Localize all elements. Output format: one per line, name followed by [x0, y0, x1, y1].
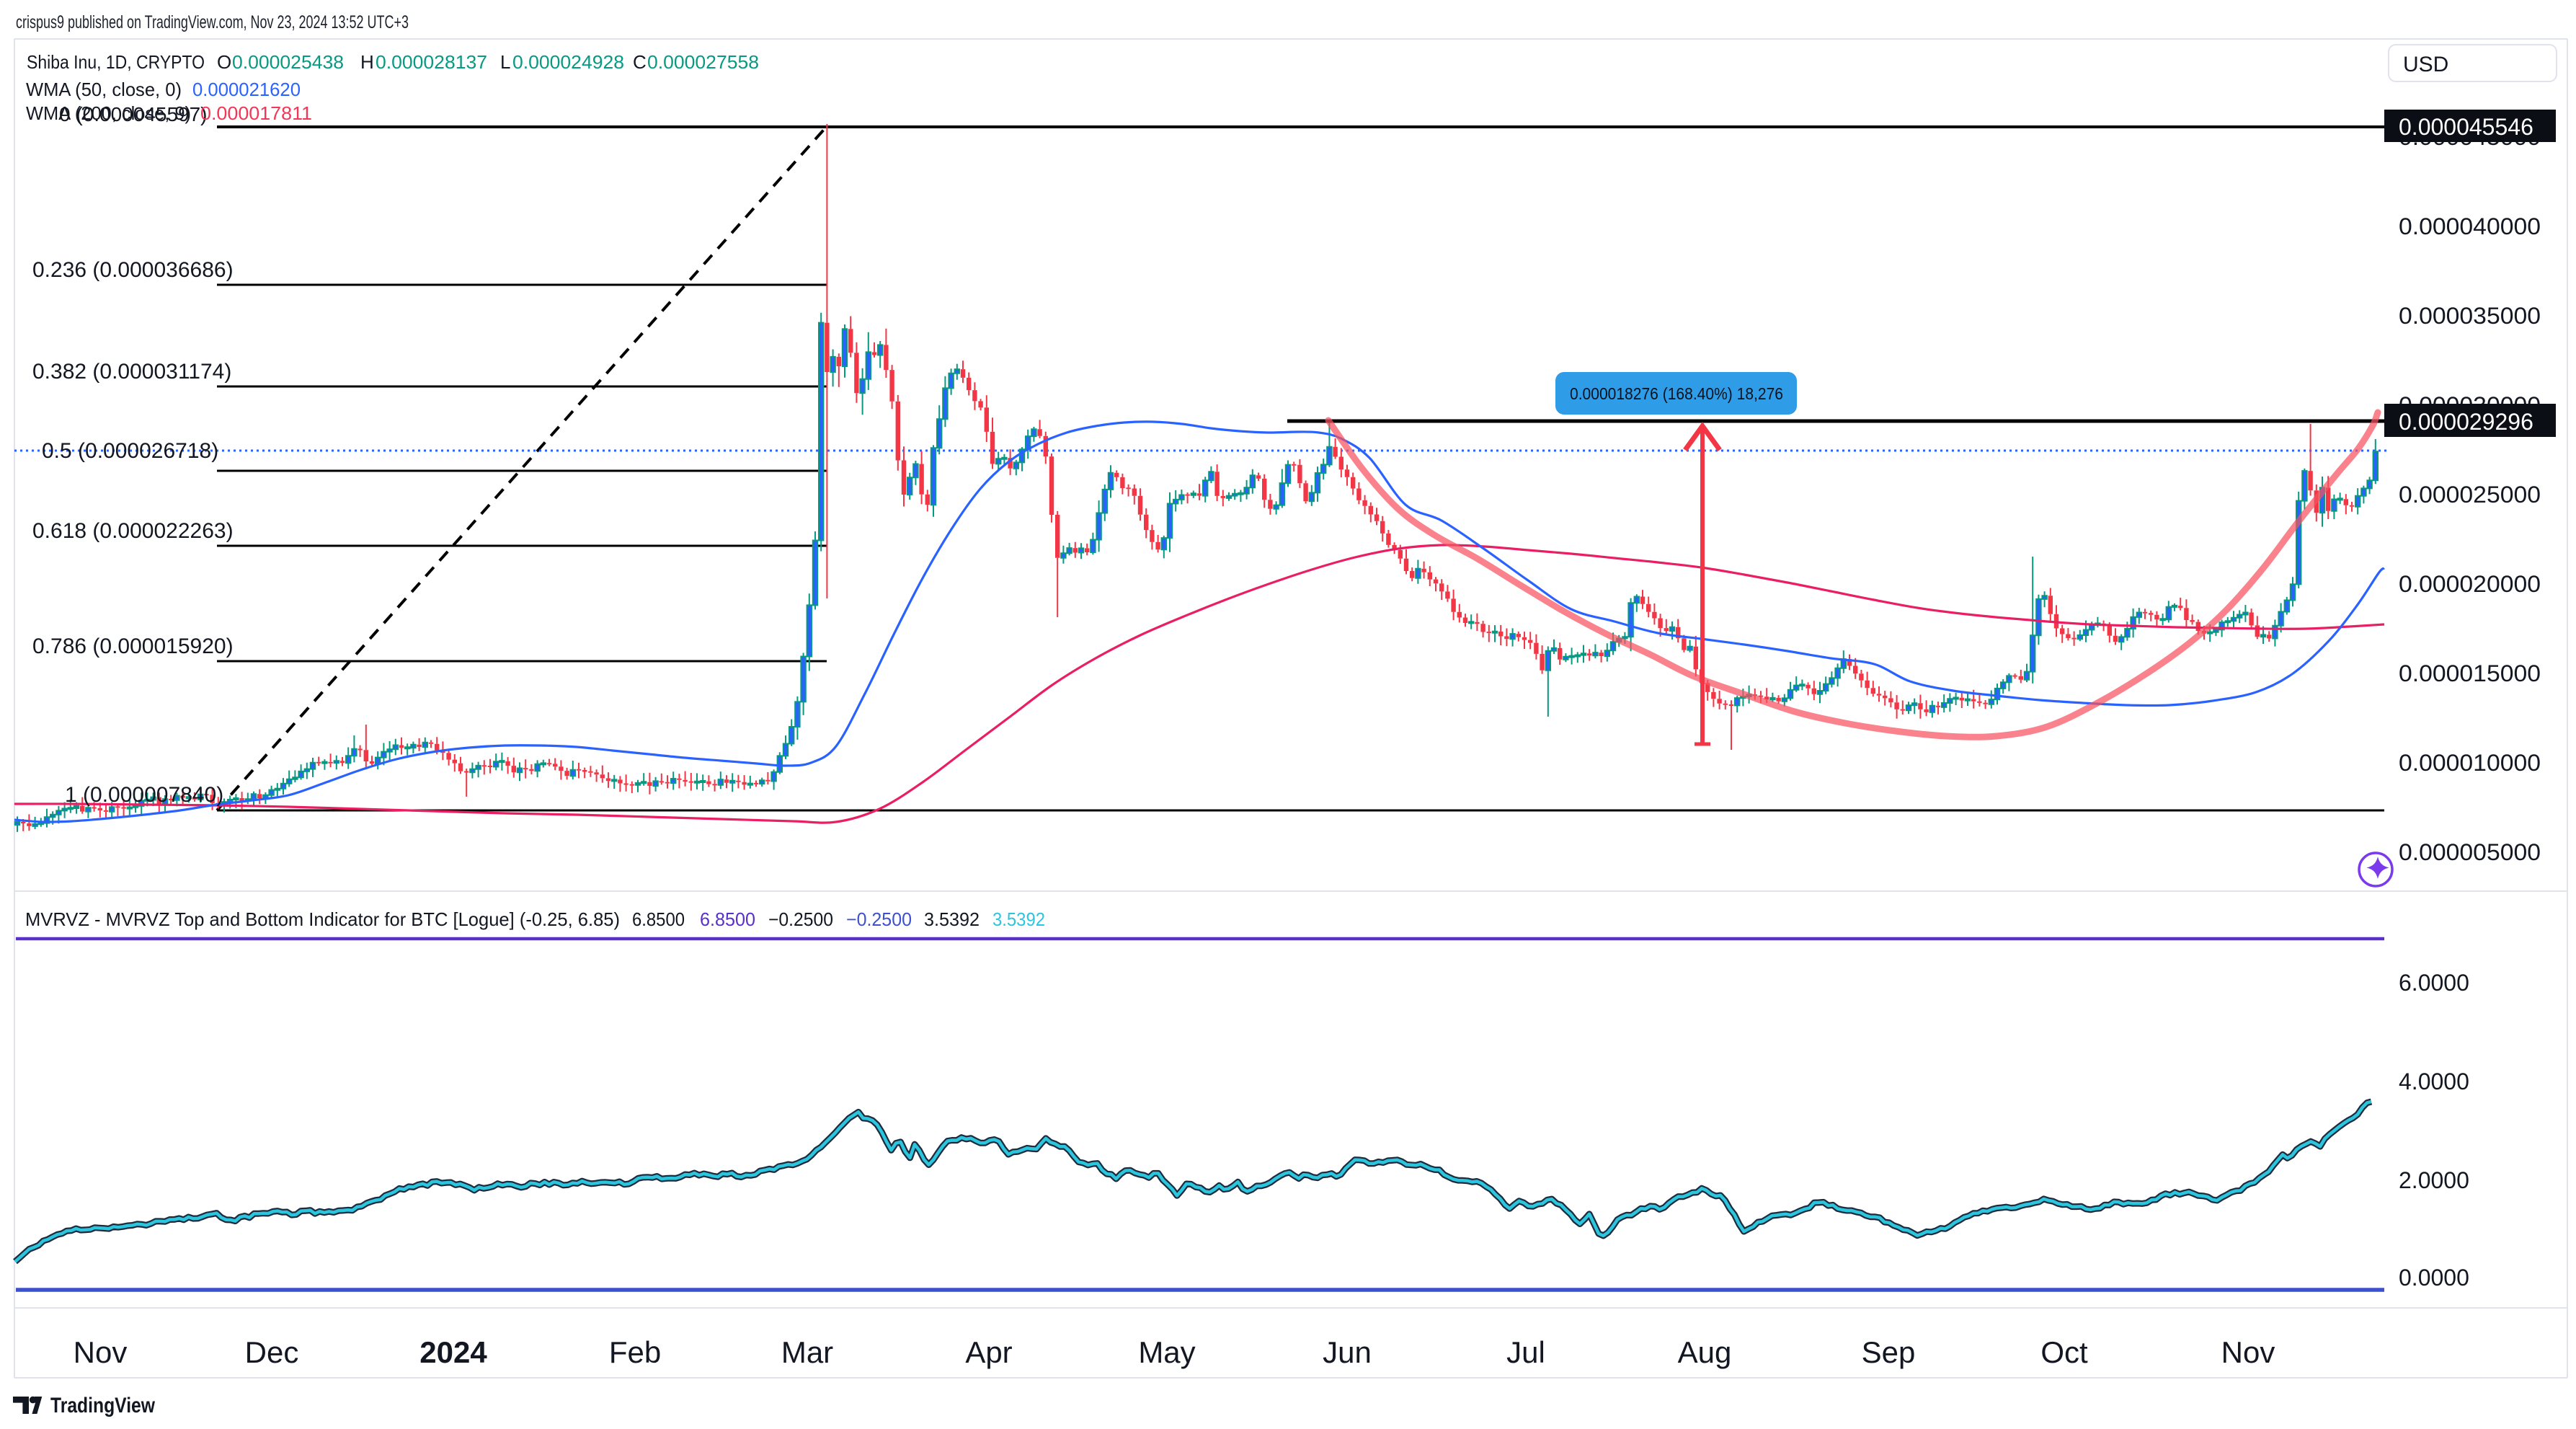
- svg-text:Nov: Nov: [2221, 1335, 2275, 1369]
- svg-text:0.000021620: 0.000021620: [192, 79, 301, 100]
- svg-text:0.000025000: 0.000025000: [2399, 482, 2541, 508]
- svg-text:0.000015000: 0.000015000: [2399, 660, 2541, 686]
- svg-text:3.5392: 3.5392: [924, 908, 980, 930]
- svg-text:1 (0.000007840): 1 (0.000007840): [65, 783, 223, 807]
- svg-text:0.000017811: 0.000017811: [200, 102, 312, 124]
- svg-text:Jul: Jul: [1506, 1335, 1545, 1369]
- svg-text:Feb: Feb: [609, 1335, 661, 1369]
- svg-text:0.236 (0.000036686): 0.236 (0.000036686): [32, 258, 234, 282]
- svg-text:Nov: Nov: [74, 1335, 128, 1369]
- svg-text:L: L: [500, 51, 510, 73]
- svg-text:Mar: Mar: [781, 1335, 833, 1369]
- svg-text:Oct: Oct: [2040, 1335, 2088, 1369]
- svg-text:0.000045546: 0.000045546: [2399, 114, 2533, 140]
- svg-text:H: H: [360, 51, 374, 73]
- svg-text:Shiba Inu, 1D, CRYPTO: Shiba Inu, 1D, CRYPTO: [27, 51, 205, 73]
- svg-text:0.000040000: 0.000040000: [2399, 213, 2541, 239]
- svg-text:0.382 (0.000031174): 0.382 (0.000031174): [32, 360, 231, 384]
- svg-text:Jun: Jun: [1323, 1335, 1372, 1369]
- svg-text:Dec: Dec: [245, 1335, 299, 1369]
- svg-text:0.000024928: 0.000024928: [512, 51, 624, 73]
- svg-text:−0.2500: −0.2500: [768, 908, 833, 930]
- svg-text:Apr: Apr: [965, 1335, 1012, 1369]
- svg-text:0.0000: 0.0000: [2399, 1265, 2469, 1291]
- svg-text:MVRVZ - MVRVZ Top and Bottom I: MVRVZ - MVRVZ Top and Bottom Indicator f…: [25, 908, 620, 930]
- svg-text:WMA (50, close, 0): WMA (50, close, 0): [26, 79, 182, 100]
- svg-text:0.000018276 (168.40%) 18,276: 0.000018276 (168.40%) 18,276: [1570, 384, 1783, 403]
- svg-text:Aug: Aug: [1678, 1335, 1732, 1369]
- svg-text:0.000035000: 0.000035000: [2399, 303, 2541, 329]
- svg-text:2.0000: 2.0000: [2399, 1167, 2469, 1193]
- svg-text:0.000020000: 0.000020000: [2399, 571, 2541, 597]
- svg-text:3.5392: 3.5392: [992, 908, 1045, 930]
- svg-text:O: O: [217, 51, 231, 73]
- svg-text:−0.2500: −0.2500: [846, 908, 912, 930]
- svg-text:C: C: [633, 51, 647, 73]
- svg-text:0.618 (0.000022263): 0.618 (0.000022263): [32, 519, 234, 543]
- svg-text:0.000027558: 0.000027558: [647, 51, 759, 73]
- svg-text:6.0000: 6.0000: [2399, 970, 2469, 996]
- svg-text:May: May: [1138, 1335, 1195, 1369]
- svg-text:crispus9 published on TradingV: crispus9 published on TradingView.com, N…: [16, 12, 409, 32]
- svg-text:0.000010000: 0.000010000: [2399, 750, 2541, 776]
- svg-text:TradingView: TradingView: [50, 1394, 156, 1417]
- svg-text:6.8500: 6.8500: [632, 908, 685, 930]
- svg-text:0.786 (0.000015920): 0.786 (0.000015920): [32, 634, 234, 658]
- svg-text:0 (0.000045597): 0 (0.000045597): [59, 103, 208, 125]
- svg-text:4.0000: 4.0000: [2399, 1069, 2469, 1094]
- svg-text:USD: USD: [2403, 53, 2448, 76]
- svg-text:WMA (200, close, 9): WMA (200, close, 9): [26, 102, 191, 124]
- svg-text:0.000025438: 0.000025438: [232, 51, 344, 73]
- svg-text:6.8500: 6.8500: [700, 908, 755, 930]
- svg-text:0.5 (0.000026718): 0.5 (0.000026718): [42, 439, 218, 463]
- svg-text:Sep: Sep: [1862, 1335, 1916, 1369]
- svg-text:0.000005000: 0.000005000: [2399, 839, 2541, 865]
- svg-text:0.000029296: 0.000029296: [2399, 409, 2533, 435]
- svg-text:2024: 2024: [419, 1335, 487, 1369]
- svg-text:0.000028137: 0.000028137: [376, 51, 487, 73]
